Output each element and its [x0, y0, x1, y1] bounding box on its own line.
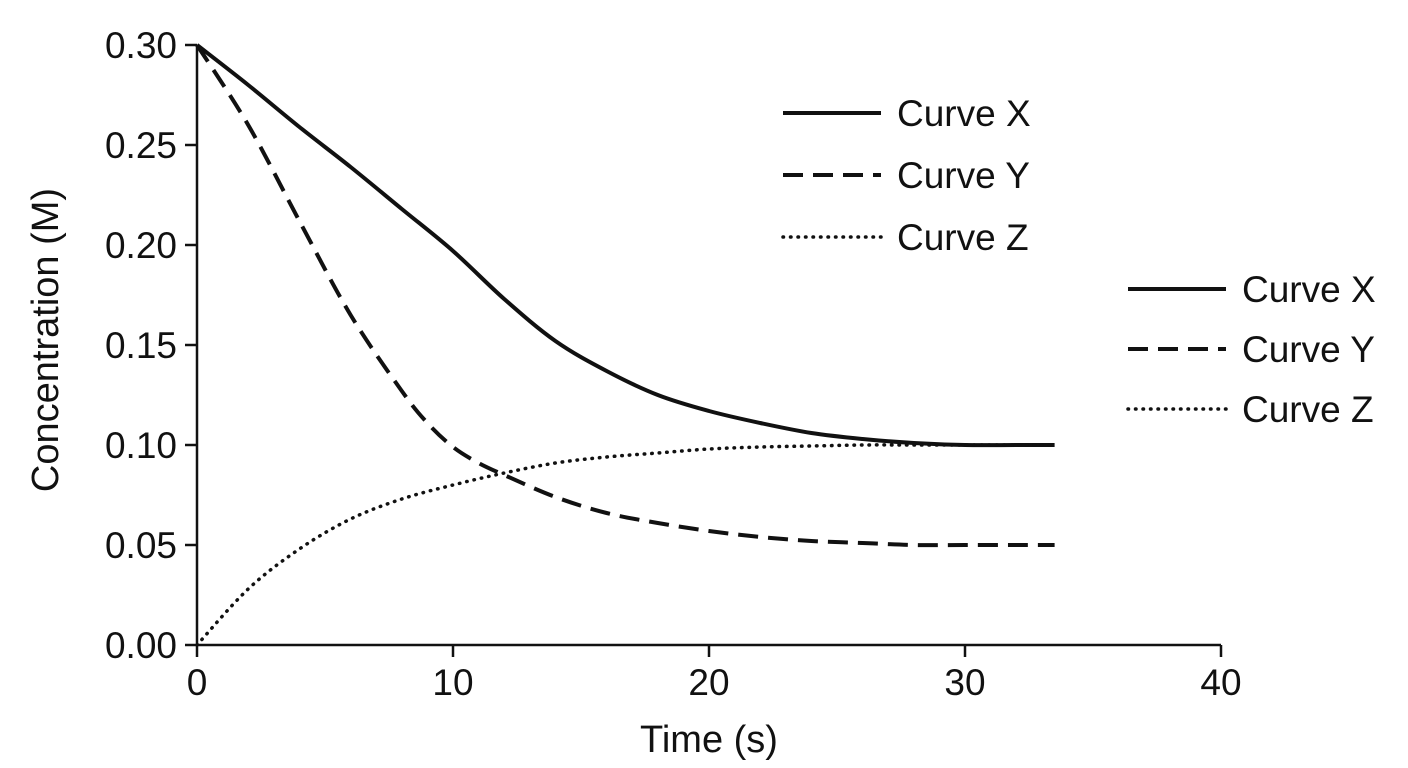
series-line-curve-y: [195, 43, 1055, 548]
y-tick-label: 0.10: [105, 425, 177, 466]
y-tick-label: 0.00: [105, 625, 177, 666]
x-axis-ticks: 0 10 20 30 40: [187, 645, 1242, 703]
legend-label: Curve Z: [897, 217, 1029, 258]
legend-label: Curve Z: [1242, 389, 1374, 430]
y-tick-label: 0.20: [105, 225, 177, 266]
axes: 0 10 20 30 40 0.00 0.05 0.10 0.15 0.20 0.25 0.30: [105, 25, 1242, 703]
series-layer: [195, 43, 1057, 647]
y-axis-title: Concentration (M): [25, 188, 67, 492]
x-tick-label: 30: [944, 662, 985, 703]
x-tick-label: 0: [187, 662, 208, 703]
legend-label: Curve X: [897, 93, 1031, 134]
legend-right: Curve X Curve Y Curve Z: [1126, 269, 1376, 430]
x-tick-label: 20: [688, 662, 729, 703]
y-tick-label: 0.25: [105, 125, 177, 166]
x-tick-label: 40: [1200, 662, 1241, 703]
legend-top: Curve X Curve Y Curve Z: [781, 93, 1031, 258]
y-tick-label: 0.15: [105, 325, 177, 366]
legend-label: Curve Y: [1242, 329, 1375, 370]
series-line-curve-x: [195, 43, 1055, 448]
x-axis-title: Time (s): [640, 719, 778, 761]
y-tick-label: 0.05: [105, 525, 177, 566]
series-line-curve-z: [195, 443, 1057, 647]
x-tick-label: 10: [432, 662, 473, 703]
y-tick-label: 0.30: [105, 25, 177, 66]
legend-label: Curve X: [1242, 269, 1376, 310]
legend-label: Curve Y: [897, 155, 1030, 196]
y-axis-ticks: 0.00 0.05 0.10 0.15 0.20 0.25 0.30: [105, 25, 197, 666]
